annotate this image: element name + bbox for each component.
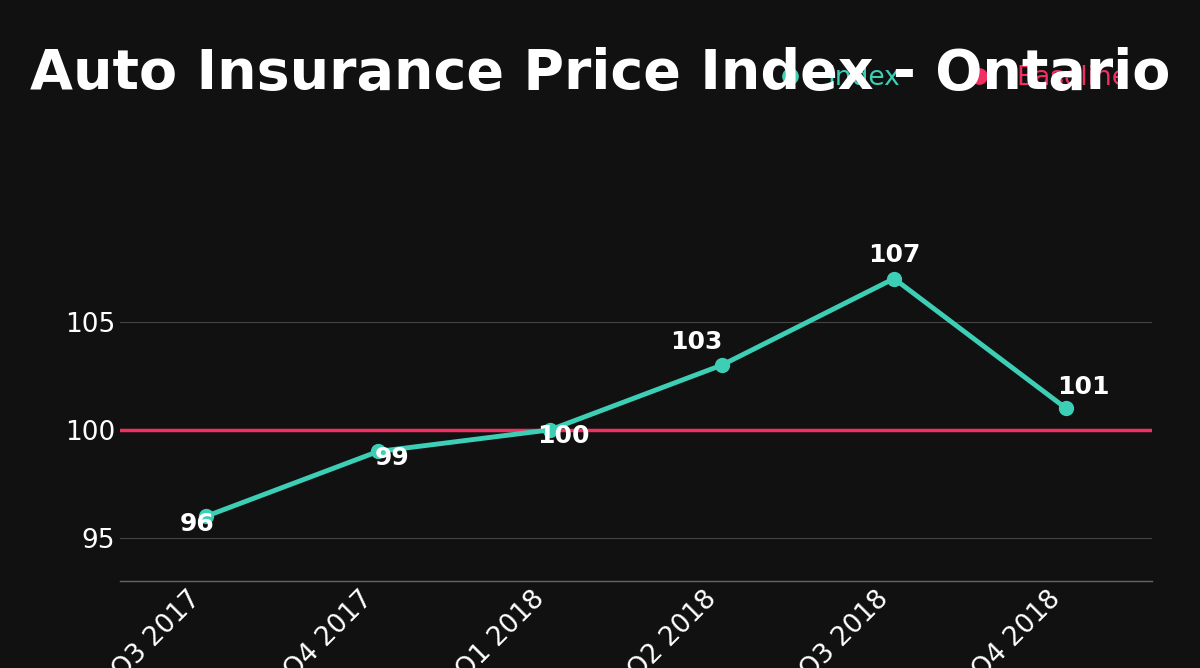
Text: 101: 101 bbox=[1057, 375, 1110, 399]
Text: 100: 100 bbox=[538, 424, 590, 448]
Text: Auto Insurance Price Index - Ontario: Auto Insurance Price Index - Ontario bbox=[30, 47, 1170, 101]
Legend: Index, Baseline: Index, Baseline bbox=[754, 54, 1139, 102]
Text: 107: 107 bbox=[868, 242, 920, 267]
Text: 103: 103 bbox=[670, 330, 722, 354]
Text: 96: 96 bbox=[180, 512, 215, 536]
Text: 99: 99 bbox=[374, 446, 409, 470]
